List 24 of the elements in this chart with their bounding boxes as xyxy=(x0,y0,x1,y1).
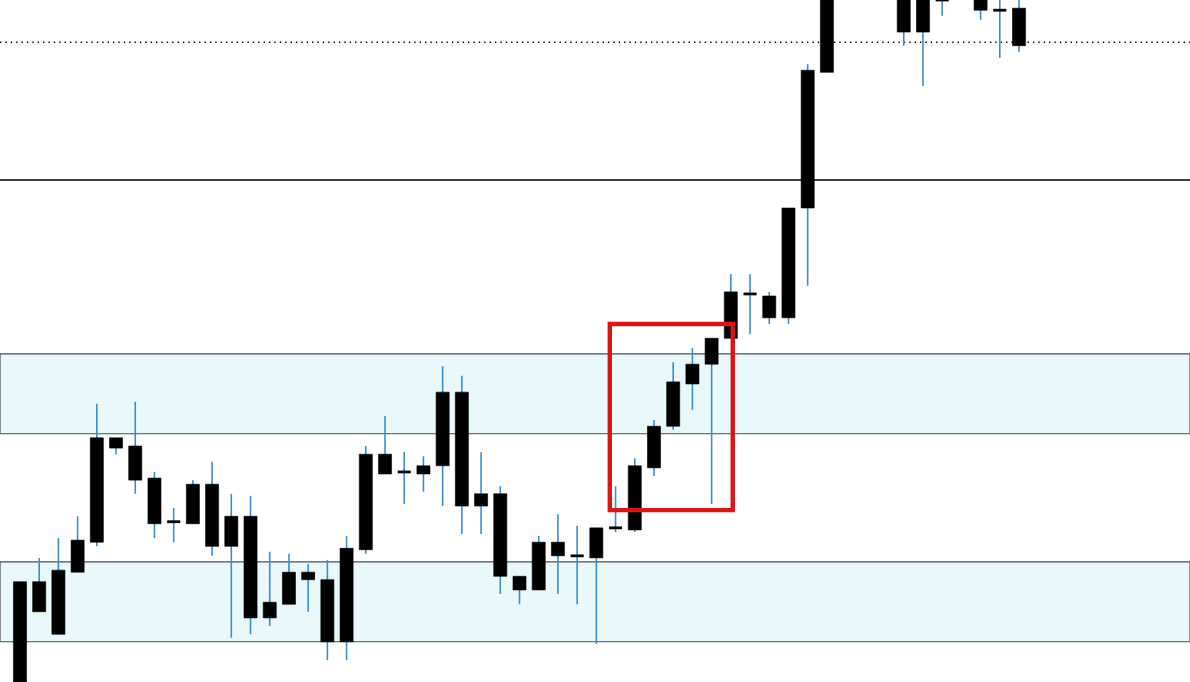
candlestick xyxy=(704,337,719,505)
candlestick xyxy=(685,347,700,411)
candlestick xyxy=(301,563,315,613)
candlestick xyxy=(186,479,200,525)
candlestick xyxy=(262,550,277,627)
candlestick xyxy=(647,419,661,477)
candlestick xyxy=(282,552,296,606)
candlestick xyxy=(474,451,488,535)
candlestick xyxy=(165,507,182,543)
candlestick xyxy=(416,455,431,493)
candlestick xyxy=(551,513,565,595)
candlestick xyxy=(70,515,85,573)
candlestick xyxy=(128,400,143,495)
candlestick xyxy=(607,485,624,533)
candlestick xyxy=(224,492,239,639)
candlestick xyxy=(762,291,777,325)
candlestick xyxy=(512,575,527,606)
candlestick xyxy=(32,557,47,613)
candlestick xyxy=(147,471,162,539)
candlestick xyxy=(531,535,546,591)
candlestick xyxy=(378,415,392,475)
candlestick xyxy=(666,361,681,431)
candlestick xyxy=(589,527,604,645)
candlestick xyxy=(569,525,586,606)
